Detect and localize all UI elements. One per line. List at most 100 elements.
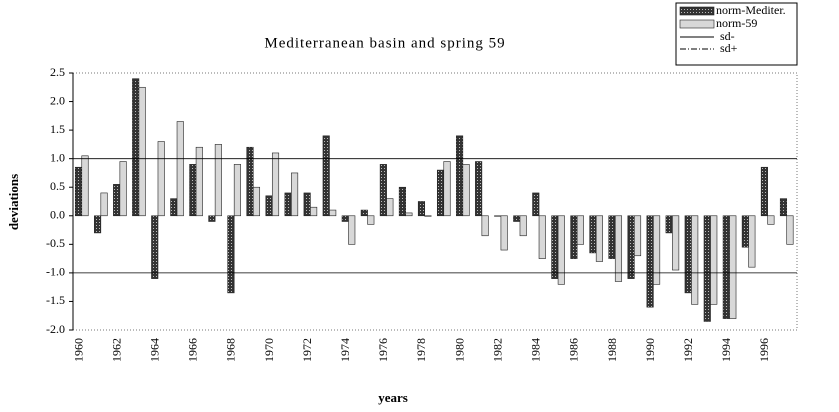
bar: [405, 212, 413, 217]
bar: [195, 146, 203, 217]
bar: [481, 215, 489, 237]
x-tick-label: 1990: [643, 338, 657, 362]
legend-swatch: [679, 6, 715, 16]
bar: [462, 164, 470, 217]
x-tick-label: 1994: [719, 338, 733, 362]
bar: [100, 192, 108, 217]
bar: [691, 215, 699, 305]
x-tick-label: 1986: [567, 338, 581, 362]
bar: [710, 215, 718, 305]
bar: [779, 198, 788, 217]
bar: [703, 215, 711, 322]
bar: [138, 86, 146, 217]
bar: [665, 215, 673, 234]
bar: [170, 198, 178, 217]
x-tick-label: 1966: [186, 338, 200, 362]
x-tick-label: 1962: [109, 338, 123, 362]
y-tick-label: -1.5: [46, 293, 65, 307]
bar: [348, 215, 356, 245]
x-tick-label: 1980: [452, 338, 466, 362]
x-tick-label: 1976: [376, 338, 390, 362]
bar: [303, 192, 311, 217]
bar: [608, 215, 616, 259]
bar: [252, 186, 261, 217]
bar: [475, 161, 483, 217]
bar: [627, 215, 635, 279]
y-tick-label: 2.0: [50, 93, 65, 107]
bar: [424, 215, 432, 217]
bar: [532, 192, 540, 217]
bar: [271, 152, 280, 217]
bar: [214, 144, 222, 217]
bar: [589, 215, 597, 254]
y-tick-label: 0.5: [50, 179, 65, 193]
bar: [176, 121, 184, 217]
x-tick-label: 1996: [757, 338, 771, 362]
x-tick-label: 1978: [414, 338, 428, 362]
bar: [684, 215, 692, 294]
bar: [157, 141, 165, 217]
bar: [538, 215, 546, 259]
bar: [417, 201, 426, 217]
bar: [265, 195, 273, 217]
bar: [443, 161, 451, 217]
bar: [570, 215, 578, 259]
bar: [246, 146, 254, 217]
bar: [614, 215, 623, 282]
bar: [233, 164, 241, 217]
bar: [151, 215, 159, 279]
legend-swatch: [679, 19, 715, 29]
bar: [132, 78, 140, 217]
bar: [595, 215, 603, 262]
x-tick-label: 1988: [605, 338, 619, 362]
bar: [81, 155, 89, 217]
x-tick-label: 1970: [262, 338, 276, 362]
bar: [653, 215, 661, 285]
x-tick-label: 1984: [529, 338, 543, 362]
bar: [329, 209, 337, 217]
bar: [748, 215, 756, 268]
y-tick-label: 1.5: [50, 122, 65, 136]
x-tick-label: 1974: [338, 338, 352, 362]
y-tick-label: 0.0: [50, 208, 65, 222]
bar: [94, 215, 102, 234]
chart-title: Mediterranean basin and spring 59: [264, 35, 505, 51]
y-tick-label: -2.0: [46, 322, 65, 336]
bar: [119, 161, 127, 217]
x-tick-label: 1964: [147, 338, 161, 362]
bar: [729, 215, 737, 319]
x-tick-label: 1982: [490, 338, 504, 362]
legend-label: norm-Mediter.: [716, 3, 786, 17]
legend-label: norm-59: [716, 16, 757, 30]
bar: [786, 215, 794, 245]
legend-label: sd+: [720, 41, 738, 55]
bar: [557, 215, 565, 285]
bar: [386, 198, 394, 217]
bar: [456, 135, 464, 217]
bar: [576, 215, 584, 245]
y-tick-label: -0.5: [46, 236, 65, 250]
legend-label: sd-: [720, 29, 735, 43]
bar: [646, 215, 654, 308]
bar: [722, 215, 730, 319]
bar: [310, 206, 318, 217]
bar: [741, 215, 749, 248]
bar: [398, 186, 406, 217]
bar: [436, 169, 445, 217]
bar: [208, 215, 216, 222]
x-tick-label: 1992: [681, 338, 695, 362]
bar: [284, 192, 292, 217]
bar: [291, 172, 299, 217]
bar: [633, 215, 642, 257]
bar: [760, 166, 768, 217]
bar: [113, 184, 121, 217]
bar: [500, 215, 508, 251]
bar: [513, 215, 521, 222]
bar: [551, 215, 559, 279]
x-tick-label: 1968: [224, 338, 238, 362]
bar: [494, 215, 502, 217]
bar: [360, 209, 368, 217]
bar: [74, 166, 83, 217]
